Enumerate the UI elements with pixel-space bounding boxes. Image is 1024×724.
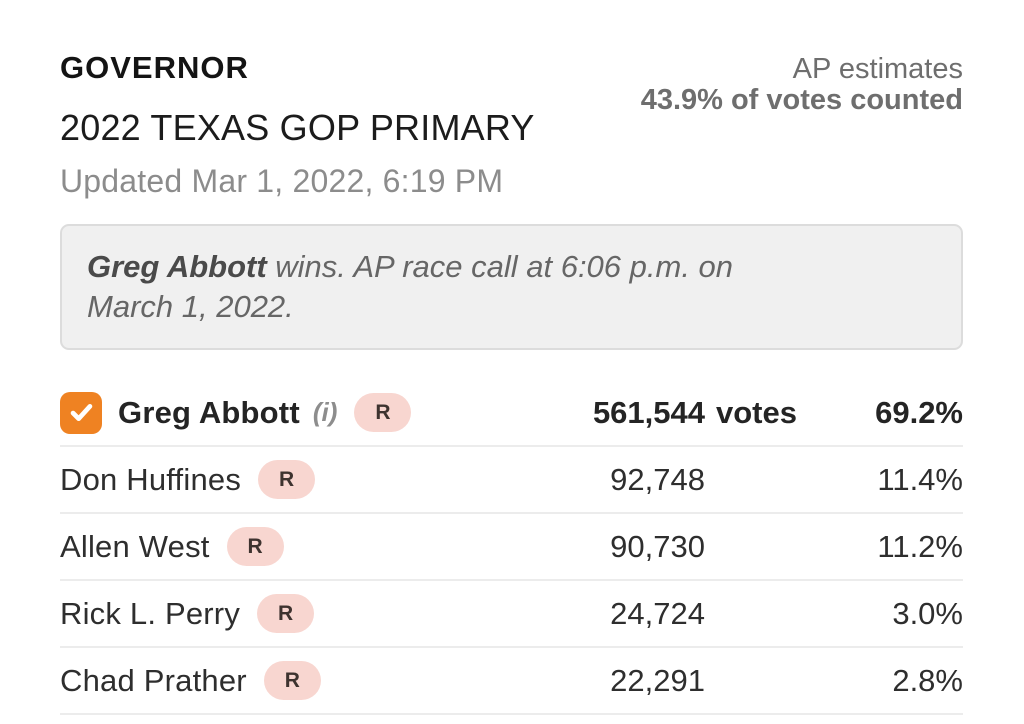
results-table: Greg Abbott (i) R 561,544 votes 69.2% Do…	[60, 380, 963, 715]
candidate-row: Allen West R 90,730 11.2%	[60, 514, 963, 581]
race-call-text: Greg Abbott wins. AP race call at 6:06 p…	[87, 247, 802, 327]
vote-percent: 11.4%	[877, 461, 963, 497]
candidate-row: Greg Abbott (i) R 561,544 votes 69.2%	[60, 380, 963, 447]
vote-count: 22,291	[610, 662, 705, 698]
vote-count: 90,730	[610, 528, 705, 564]
candidate-name: Rick L. Perry	[60, 595, 241, 631]
updated-timestamp: Updated Mar 1, 2022, 6:19 PM	[60, 163, 504, 199]
estimate-source-label: AP estimates	[792, 53, 963, 85]
candidate-name: Greg Abbott	[118, 394, 300, 430]
votes-unit-label: votes	[716, 394, 797, 430]
vote-percent: 11.2%	[877, 528, 963, 564]
party-badge: R	[263, 661, 321, 700]
party-badge: R	[257, 594, 315, 633]
candidate-row: Chad Prather R 22,291 2.8%	[60, 648, 963, 715]
vote-count: 24,724	[610, 595, 705, 631]
contest-title: 2022 TEXAS GOP PRIMARY	[60, 107, 535, 148]
vote-count: 561,544	[592, 394, 705, 430]
candidate-name: Chad Prather	[60, 662, 247, 698]
party-badge: R	[226, 527, 284, 566]
vote-percent: 69.2%	[875, 394, 963, 430]
header: GOVERNOR 2022 TEXAS GOP PRIMARY Updated …	[60, 50, 963, 200]
header-left: GOVERNOR 2022 TEXAS GOP PRIMARY Updated …	[60, 50, 535, 200]
party-badge: R	[354, 393, 412, 432]
vote-count-estimate: AP estimates 43.9% of votes counted	[641, 54, 963, 116]
estimate-percent-label: 43.9% of votes counted	[640, 84, 963, 116]
candidate-name: Don Huffines	[60, 461, 242, 497]
candidate-row: Rick L. Perry R 24,724 3.0%	[60, 581, 963, 648]
race-call-body: wins. AP race call at 6:06 p.m. on March…	[87, 249, 734, 324]
winner-checkmark-icon	[60, 391, 102, 434]
incumbent-marker: (i)	[312, 397, 338, 427]
vote-percent: 2.8%	[892, 662, 963, 698]
race-call-banner: Greg Abbott wins. AP race call at 6:06 p…	[60, 224, 963, 350]
party-badge: R	[258, 460, 316, 499]
vote-count: 92,748	[610, 461, 705, 497]
candidate-name: Allen West	[60, 528, 210, 564]
vote-percent: 3.0%	[892, 595, 963, 631]
race-title: GOVERNOR	[60, 50, 249, 85]
race-call-winner-name: Greg Abbott	[87, 249, 267, 284]
candidate-row: Don Huffines R 92,748 11.4%	[60, 447, 963, 514]
